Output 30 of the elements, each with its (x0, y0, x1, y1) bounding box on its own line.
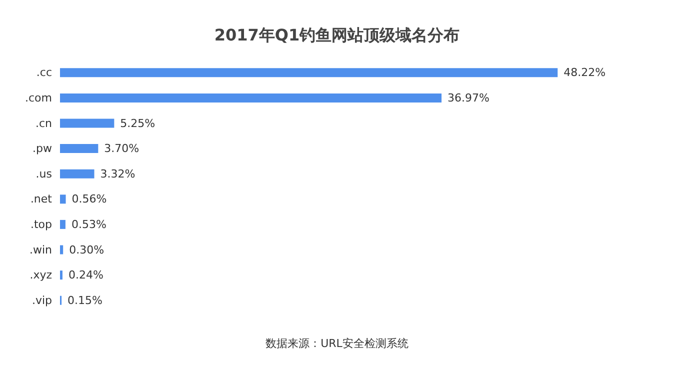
bar (60, 169, 94, 178)
y-tick-label: .vip (32, 294, 52, 307)
data-label: 0.30% (69, 243, 104, 256)
data-label: 0.15% (68, 294, 102, 307)
source-note: 数据来源：URL安全检测系统 (266, 337, 408, 350)
y-tick-label: .cn (35, 116, 52, 130)
data-label: 0.53% (71, 218, 106, 231)
data-label: 48.22% (564, 66, 606, 80)
y-tick-label: .xyz (30, 268, 52, 282)
y-tick-label: .cc (36, 66, 52, 80)
bar (60, 68, 558, 78)
data-label: 0.24% (68, 268, 104, 282)
data-label: 3.32% (100, 167, 136, 180)
data-label: 0.56% (72, 192, 107, 206)
data-label: 36.97% (448, 91, 490, 104)
bar (60, 220, 66, 229)
chart-title: 2017年Q1钓鱼网站顶级域名分布 (214, 26, 460, 44)
bar (60, 245, 64, 254)
y-tick-label: .top (30, 218, 52, 231)
y-tick-label: .com (25, 91, 52, 104)
y-tick-label: .pw (32, 142, 52, 156)
bar (60, 144, 98, 154)
bar (60, 194, 66, 204)
y-tick-label: .net (30, 192, 53, 206)
data-label: 5.25% (120, 116, 156, 130)
bar (60, 118, 114, 128)
y-tick-label: .win (29, 243, 52, 256)
y-tick-label: .us (36, 167, 52, 180)
bar (60, 93, 442, 102)
data-label: 3.70% (104, 142, 140, 156)
